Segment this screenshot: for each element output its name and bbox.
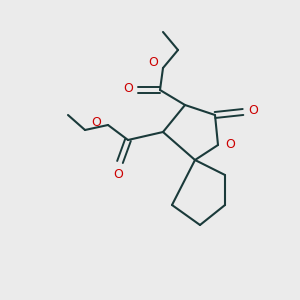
Text: O: O: [148, 56, 158, 70]
Text: O: O: [91, 116, 101, 128]
Text: O: O: [248, 103, 258, 116]
Text: O: O: [113, 167, 123, 181]
Text: O: O: [225, 139, 235, 152]
Text: O: O: [123, 82, 133, 94]
